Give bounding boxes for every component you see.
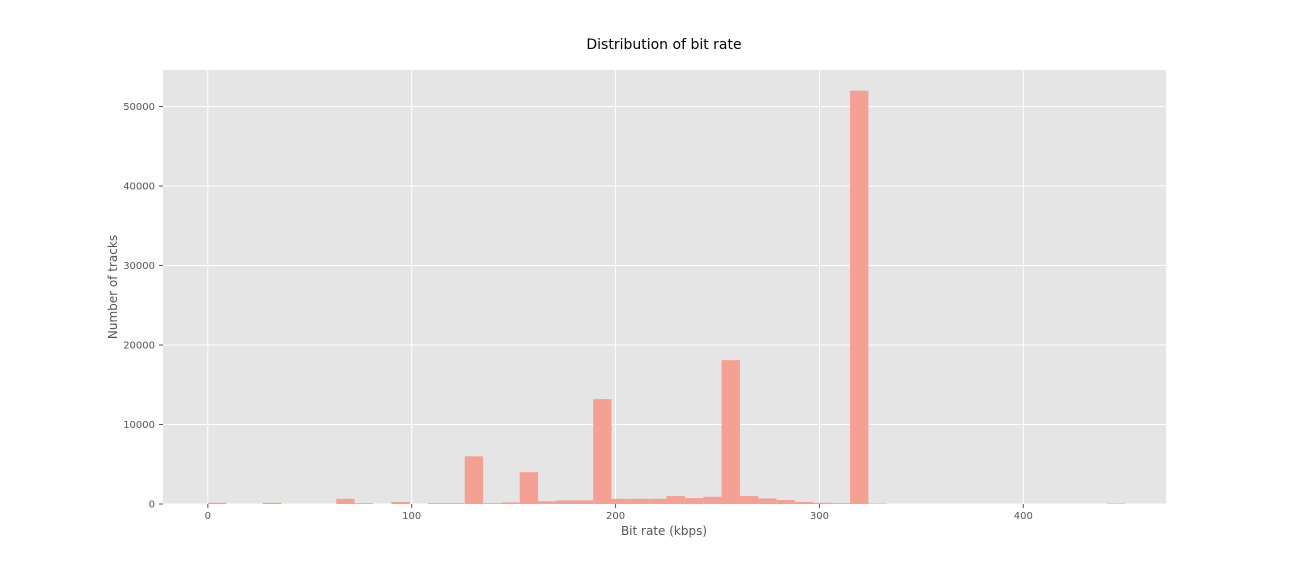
histogram-bar <box>794 502 814 504</box>
histogram-bar <box>538 501 557 504</box>
histogram-bar <box>336 498 355 504</box>
y-tick-label: 50000 <box>123 102 155 113</box>
y-tick-label: 30000 <box>123 261 155 272</box>
histogram-bar <box>207 502 227 504</box>
histogram-bar <box>611 498 630 504</box>
histogram-bar <box>262 502 282 504</box>
histogram-bar <box>739 496 759 504</box>
histogram-bar <box>354 503 373 504</box>
histogram-bar <box>483 503 502 504</box>
y-axis-label: Number of tracks <box>106 235 120 339</box>
y-tick-label: 20000 <box>123 341 155 352</box>
y-tick-label: 0 <box>149 500 155 511</box>
histogram-bar <box>446 503 465 504</box>
x-tick-label: 100 <box>402 511 421 522</box>
histogram-bar <box>703 496 722 504</box>
histogram-bar <box>684 498 704 504</box>
histogram-bar <box>721 360 740 504</box>
x-tick-label: 0 <box>205 511 211 522</box>
histogram-bar <box>464 456 484 504</box>
plot-area <box>163 70 1166 504</box>
histogram-bar <box>850 90 869 505</box>
x-tick-label: 400 <box>1014 511 1033 522</box>
x-tick-label: 300 <box>810 511 829 522</box>
histogram-bar <box>831 503 851 504</box>
y-tick-label: 10000 <box>123 420 155 431</box>
histogram-bar <box>428 503 447 504</box>
histogram-bar <box>648 498 667 504</box>
histogram-bar <box>629 498 649 504</box>
histogram-bar <box>556 500 575 504</box>
x-axis-label: Bit rate (kbps) <box>621 524 707 538</box>
histogram-bar <box>519 472 539 504</box>
chart-title: Distribution of bit rate <box>586 37 741 53</box>
axis-ticks: 0 100 200 300 400 0 10000 20000 30000 40000 50000 <box>123 102 1033 522</box>
histogram-bar <box>758 498 777 504</box>
histogram-bar <box>501 502 520 504</box>
y-tick-label: 40000 <box>123 182 155 193</box>
x-tick-label: 200 <box>606 511 625 522</box>
histogram-bar <box>391 502 410 504</box>
histogram-bar <box>813 502 832 504</box>
histogram-bar <box>574 500 594 504</box>
histogram-bar <box>593 399 612 504</box>
histogram-bar <box>666 496 685 504</box>
histogram-bar <box>776 500 795 504</box>
histogram-bars <box>207 90 1126 505</box>
